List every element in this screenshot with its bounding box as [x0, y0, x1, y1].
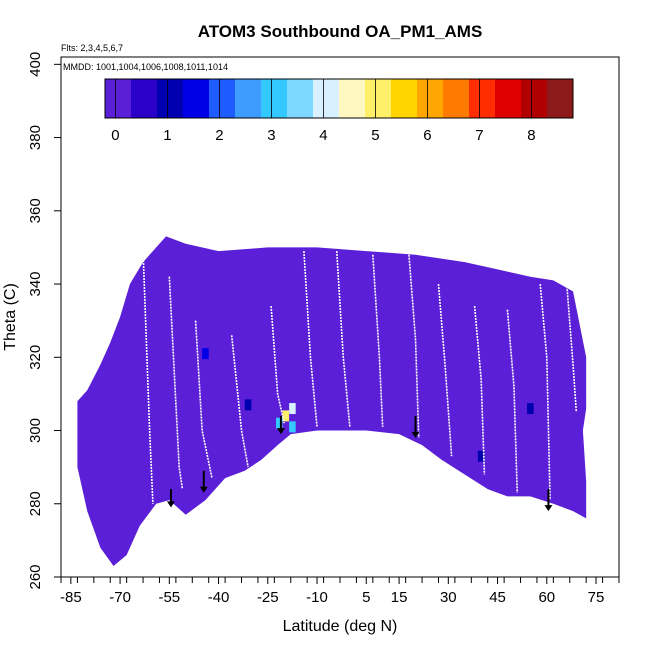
x-tick-label-1: -70 — [109, 589, 131, 606]
arrow-head-3 — [411, 431, 420, 438]
y-tick-label-3: 320 — [27, 345, 44, 370]
colorbar-swatch-7 — [287, 79, 314, 118]
y-tick-label-1: 280 — [27, 491, 44, 516]
x-tick-label-0: -85 — [60, 589, 82, 606]
profile-line-12 — [539, 283, 551, 501]
y-tick-label-0: 260 — [27, 564, 44, 589]
colorbar-swatch-6 — [261, 79, 288, 118]
y-axis-title: Theta (C) — [2, 283, 19, 351]
colorbar-swatch-15 — [495, 79, 522, 118]
profile-line-0 — [142, 251, 154, 504]
colorbar-tick-label-8: 8 — [527, 127, 535, 144]
heat-cell-2 — [275, 417, 283, 429]
colorbar-tick-label-4: 4 — [319, 127, 327, 144]
y-axis: 260 280 300 320 340 360 380 400 — [27, 52, 61, 590]
colorbar-frame — [104, 78, 574, 119]
colorbar-swatch-4 — [209, 79, 236, 118]
colorbar-tick-label-6: 6 — [423, 127, 431, 144]
y-tick-label-2: 300 — [27, 418, 44, 443]
colorbar-swatch-11 — [391, 79, 418, 118]
colorbar-swatch-10 — [365, 79, 392, 118]
x-tick-label-8: 30 — [440, 589, 457, 606]
profile-line-8 — [408, 254, 420, 438]
heat-cell-5 — [244, 399, 252, 411]
arrow-head-4 — [544, 505, 553, 512]
heat-cell-6 — [477, 450, 485, 462]
colorbar-swatch-13 — [443, 79, 470, 118]
colorbar-tick-label-1: 1 — [163, 127, 171, 144]
x-tick-label-7: 15 — [391, 589, 408, 606]
profile-line-7 — [372, 254, 384, 427]
heatmap-area — [77, 236, 587, 567]
x-tick-label-5: -10 — [306, 589, 328, 606]
heat-cell-7 — [527, 403, 534, 415]
y-tick-label-4: 340 — [27, 272, 44, 297]
x-tick-label-11: 75 — [588, 589, 605, 606]
chart-title: ATOM3 Southbound OA_PM1_AMS — [198, 22, 483, 41]
heat-cell-4 — [202, 348, 209, 360]
x-tick-label-3: -40 — [208, 589, 230, 606]
x-tick-label-9: 45 — [489, 589, 506, 606]
colorbar-tick-label-3: 3 — [267, 127, 275, 144]
y-tick-label-6: 380 — [27, 125, 44, 150]
colorbar-swatch-8 — [313, 79, 340, 118]
heat-cell-1 — [289, 403, 296, 415]
profile-line-10 — [473, 305, 486, 475]
colorbar-swatch-9 — [339, 79, 366, 118]
arrow-head-2 — [276, 428, 285, 435]
x-tick-label-10: 60 — [538, 589, 555, 606]
profile-line-5 — [303, 251, 318, 427]
heat-cell-3 — [289, 421, 296, 433]
colorbar-tick-label-5: 5 — [371, 127, 379, 144]
arrow-markers — [166, 415, 553, 512]
y-tick-label-7: 400 — [27, 52, 44, 77]
colorbar-swatch-17 — [547, 79, 574, 118]
colorbar: 0 1 2 3 4 5 6 7 8 — [104, 78, 574, 144]
y-tick-label-5: 360 — [27, 198, 44, 223]
colorbar-swatch-14 — [469, 79, 496, 118]
flights-label: Flts: 2,3,4,5,6,7 — [61, 43, 123, 53]
arrow-head-0 — [166, 501, 175, 508]
profile-line-1 — [168, 276, 184, 490]
profile-line-11 — [506, 309, 519, 493]
profile-line-4 — [270, 305, 285, 424]
colorbar-swatch-3 — [183, 79, 210, 118]
profile-line-6 — [335, 251, 351, 427]
x-axis-title: Latitude (deg N) — [283, 618, 398, 635]
profile-line-9 — [437, 283, 453, 457]
flight-profiles — [142, 251, 578, 504]
colorbar-swatch-12 — [417, 79, 444, 118]
date-annotation: MMDD: 1001,1004,1006,1008,1011,1014 — [63, 62, 228, 72]
colorbar-tick-label-0: 0 — [111, 127, 119, 144]
colorbar-swatch-5 — [235, 79, 262, 118]
x-tick-label-2: -55 — [158, 589, 180, 606]
colorbar-swatch-0 — [105, 79, 132, 118]
profile-line-13 — [565, 280, 578, 413]
data-envelope — [77, 236, 587, 567]
heat-cell-0 — [282, 410, 290, 422]
colorbar-tick-label-2: 2 — [215, 127, 223, 144]
colorbar-tick-label-7: 7 — [475, 127, 483, 144]
x-tick-label-6: 5 — [362, 589, 370, 606]
profile-line-3 — [230, 335, 249, 468]
colorbar-swatch-16 — [521, 79, 548, 118]
profile-line-2 — [194, 320, 213, 479]
colorbar-swatch-2 — [157, 79, 184, 118]
arrow-head-1 — [199, 486, 208, 493]
colorbar-swatch-1 — [131, 79, 158, 118]
x-axis: -85 -70 -55 -40 -25 -10 5 15 30 45 60 75 — [60, 577, 620, 606]
x-tick-label-4: -25 — [257, 589, 279, 606]
